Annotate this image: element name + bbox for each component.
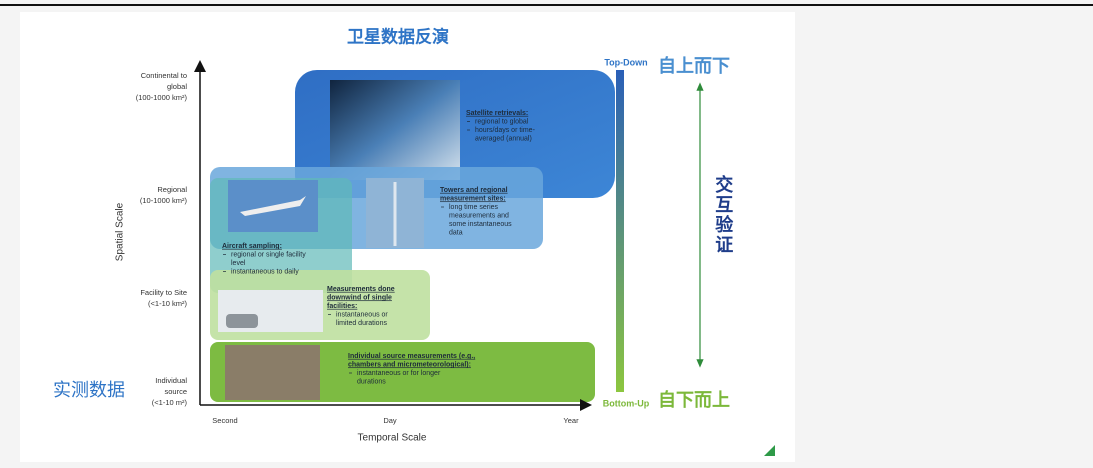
source-image bbox=[225, 345, 320, 400]
y-label: Regional bbox=[157, 185, 187, 194]
box-item: hours/days or time- bbox=[475, 127, 536, 134]
aircraft-shape bbox=[240, 196, 306, 216]
box-item: instantaneous or bbox=[336, 311, 388, 318]
box-texts: Satellite retrievals:regional to global h… bbox=[222, 110, 536, 386]
x-label: Year bbox=[563, 416, 579, 425]
y-labels: Continental to global (100-1000 km²) Region… bbox=[136, 71, 188, 407]
y-label-range: (<1-10 km²) bbox=[148, 299, 187, 308]
y-label: Individual bbox=[155, 376, 187, 385]
y-label-range: (<1-10 m²) bbox=[152, 398, 188, 407]
box-item: long time series bbox=[449, 204, 499, 211]
title: 卫星数据反演 bbox=[347, 26, 449, 46]
y-label: Continental to bbox=[141, 71, 187, 80]
x-label: Day bbox=[383, 416, 397, 425]
box-item: level bbox=[231, 260, 246, 267]
box-item: regional to global bbox=[475, 118, 529, 125]
box-item: durations bbox=[357, 378, 386, 385]
box-heading: Satellite retrievals: bbox=[466, 110, 528, 117]
box-heading: downwind of single bbox=[327, 294, 392, 301]
top-down-zh: 自上而下 bbox=[658, 55, 730, 76]
bottom-up-en: Bottom-Up bbox=[603, 398, 650, 408]
middle-label: 交互验证 bbox=[713, 174, 733, 255]
box-item: instantaneous or for longer bbox=[357, 370, 441, 377]
box-heading: Aircraft sampling: bbox=[222, 243, 282, 250]
box-heading: Individual source measurements (e.g., bbox=[348, 353, 475, 360]
bottom-up-zh: 自下而上 bbox=[658, 389, 730, 410]
box-heading: Measurements done bbox=[327, 286, 395, 293]
satellite-image bbox=[330, 80, 460, 180]
car-shape bbox=[226, 314, 258, 328]
left-label: 实测数据 bbox=[53, 380, 125, 400]
corner-mark bbox=[764, 445, 775, 456]
gradient-bar bbox=[616, 70, 624, 392]
box-item: limited durations bbox=[336, 320, 387, 327]
box-item: measurements and bbox=[449, 212, 509, 219]
box-item: regional or single facility bbox=[231, 251, 306, 258]
box-item: some instantaneous bbox=[449, 221, 512, 228]
y-label-range: (10-1000 km²) bbox=[140, 196, 188, 205]
x-label: Second bbox=[212, 416, 237, 425]
y-label-range: (100-1000 km²) bbox=[136, 93, 188, 102]
box-heading: facilities: bbox=[327, 303, 357, 310]
box-heading: Towers and regional bbox=[440, 187, 508, 194]
y-label: global bbox=[167, 82, 187, 91]
box-heading: chambers and micrometeorological): bbox=[348, 361, 471, 368]
y-label: source bbox=[164, 387, 187, 396]
y-axis-title: Spatial Scale bbox=[115, 202, 126, 261]
y-label: Facility to Site bbox=[140, 288, 187, 297]
box-heading: measurement sites: bbox=[440, 195, 506, 202]
top-down-en: Top-Down bbox=[604, 57, 647, 67]
box-item: instantaneous to daily bbox=[231, 268, 299, 275]
x-axis-title: Temporal Scale bbox=[358, 433, 427, 444]
box-item: data bbox=[449, 229, 463, 236]
box-item: averaged (annual) bbox=[475, 135, 532, 142]
